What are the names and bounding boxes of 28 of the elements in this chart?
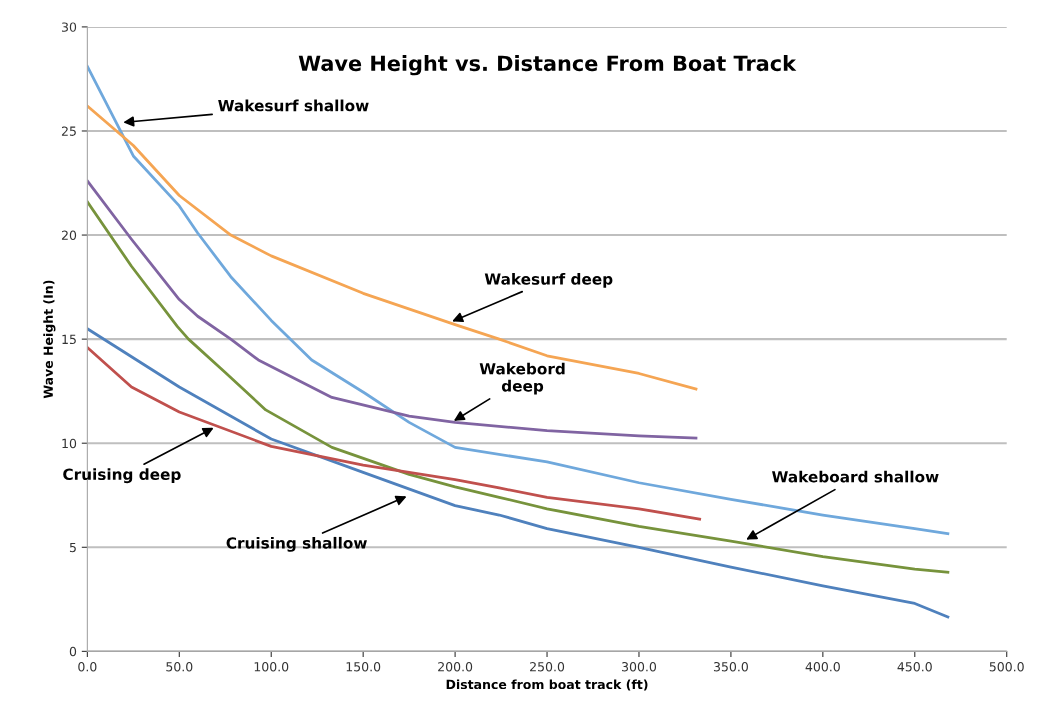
x-axis-title: Distance from boat track (ft) [446,679,648,691]
x-tick-label: 250.0 [530,662,565,672]
x-tick-label: 300.0 [622,662,657,672]
x-tick-label: 450.0 [897,662,932,672]
annotation: Wakesurf deep [484,272,613,288]
annotation: Cruising shallow [226,536,367,552]
annotation: Wakesurf shallow [218,99,369,112]
x-tick-label: 400.0 [805,662,840,672]
x-tick-label: 200.0 [438,662,473,672]
annotation: Wakeboard shallow [772,470,939,483]
x-tick-label: 150.0 [346,662,381,672]
y-tick-label: 25 [61,126,76,136]
y-tick-label: 20 [61,230,77,240]
x-tick-label: 100.0 [254,662,289,672]
annotation: Cruising deep [63,468,181,484]
x-tick-label: 350.0 [713,662,748,672]
y-axis-title: Wave Height (In) [43,280,56,399]
y-tick-label: 10 [62,438,77,449]
y-tick-label: 5 [69,542,76,553]
y-tick-label: 0 [69,646,77,657]
x-tick-label: 50.0 [166,662,193,672]
y-tick-label: 15 [62,334,76,345]
annotation: Wakebord deep [479,362,565,395]
text: Wave Height vs. Distance From Boat Track [298,55,797,76]
x-tick-label: 0.0 [78,662,97,672]
x-tick-label: 500.0 [989,662,1024,672]
line-series [87,179,698,440]
y-tick-label: 30 [61,22,77,32]
